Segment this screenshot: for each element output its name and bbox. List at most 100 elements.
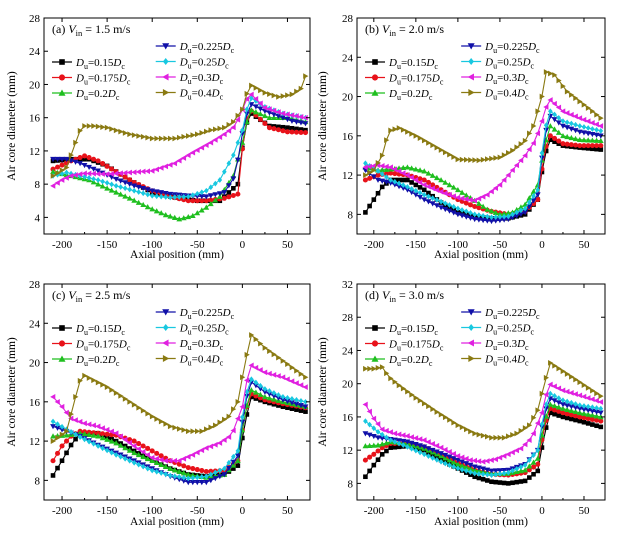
data-point bbox=[514, 209, 520, 216]
data-point bbox=[396, 382, 402, 389]
x-tick-label: -200 bbox=[364, 239, 385, 251]
data-point bbox=[154, 450, 160, 456]
data-point bbox=[400, 182, 406, 189]
data-point bbox=[208, 184, 214, 191]
data-point bbox=[54, 156, 61, 163]
data-point bbox=[425, 199, 432, 205]
data-point bbox=[221, 131, 227, 138]
data-point bbox=[271, 107, 277, 114]
data-point bbox=[189, 212, 196, 219]
data-point bbox=[429, 185, 435, 192]
y-tick-label: 20 bbox=[342, 92, 354, 104]
data-point bbox=[221, 472, 228, 478]
data-point bbox=[534, 420, 541, 427]
data-point bbox=[194, 449, 200, 456]
data-point bbox=[409, 185, 414, 192]
data-point bbox=[581, 415, 587, 421]
data-point bbox=[149, 413, 156, 420]
data-point bbox=[50, 394, 56, 400]
data-point bbox=[555, 404, 562, 410]
data-point bbox=[289, 395, 295, 402]
legend-item-0-225-label: Du=0.225Dc bbox=[179, 307, 235, 321]
data-point bbox=[485, 478, 490, 483]
data-point bbox=[266, 106, 272, 113]
data-point bbox=[597, 414, 604, 420]
data-point bbox=[518, 204, 524, 210]
data-point bbox=[417, 179, 423, 186]
data-point bbox=[514, 144, 520, 151]
data-point bbox=[289, 400, 295, 406]
data-point bbox=[99, 171, 105, 177]
data-point bbox=[144, 204, 151, 210]
data-point bbox=[387, 166, 394, 172]
data-point bbox=[50, 424, 56, 430]
data-point bbox=[560, 402, 566, 408]
data-point bbox=[244, 412, 250, 417]
data-point bbox=[163, 135, 169, 142]
data-point bbox=[280, 358, 286, 364]
data-point bbox=[577, 418, 583, 424]
data-point bbox=[375, 457, 381, 463]
data-point bbox=[370, 415, 377, 422]
data-point bbox=[104, 447, 110, 454]
legend-item-0-15-swatch-marker bbox=[59, 325, 65, 331]
data-point bbox=[176, 457, 182, 464]
data-point bbox=[162, 163, 169, 170]
data-point bbox=[226, 194, 232, 200]
y-tick-label: 16 bbox=[29, 397, 41, 409]
data-point bbox=[235, 112, 241, 119]
data-point bbox=[476, 212, 482, 218]
data-point bbox=[433, 449, 440, 455]
data-point bbox=[480, 466, 486, 472]
data-point bbox=[225, 127, 232, 134]
data-point bbox=[391, 430, 398, 437]
data-point bbox=[383, 179, 390, 185]
data-point bbox=[597, 410, 604, 416]
data-point bbox=[552, 135, 558, 141]
data-point bbox=[262, 386, 268, 392]
data-point bbox=[285, 405, 290, 411]
data-point bbox=[391, 182, 398, 188]
data-point bbox=[122, 174, 128, 180]
legend-item-0-225-swatch-marker bbox=[467, 309, 475, 316]
data-point bbox=[480, 212, 486, 219]
data-point bbox=[122, 395, 129, 402]
data-point bbox=[421, 444, 428, 450]
data-point bbox=[430, 195, 435, 202]
data-point bbox=[404, 172, 410, 178]
data-point bbox=[409, 391, 415, 398]
data-point bbox=[190, 198, 196, 204]
data-point bbox=[535, 186, 541, 193]
data-point bbox=[384, 174, 389, 180]
data-point bbox=[77, 377, 83, 384]
data-point bbox=[131, 459, 137, 466]
data-point bbox=[497, 454, 503, 461]
data-point bbox=[379, 364, 386, 370]
data-point bbox=[176, 157, 182, 164]
data-point bbox=[126, 439, 132, 446]
data-point bbox=[154, 135, 160, 142]
data-point bbox=[366, 408, 372, 415]
data-point bbox=[158, 193, 164, 200]
data-point bbox=[497, 434, 503, 441]
data-point bbox=[81, 420, 87, 427]
data-point bbox=[573, 142, 579, 148]
panel-c-title: (c) Vin = 2.5 m/s bbox=[52, 288, 131, 304]
panel-b-frame bbox=[356, 17, 606, 235]
data-point bbox=[531, 471, 536, 477]
data-point bbox=[235, 191, 241, 197]
data-point bbox=[113, 170, 119, 177]
panel-c-ylabel: Air core diameter (mm) bbox=[6, 337, 18, 447]
data-point bbox=[63, 409, 69, 416]
data-point bbox=[59, 177, 65, 183]
y-tick-label: 28 bbox=[342, 312, 354, 324]
data-point bbox=[91, 123, 97, 129]
data-point bbox=[122, 180, 129, 186]
data-point bbox=[434, 457, 440, 463]
data-point bbox=[153, 166, 160, 173]
data-point bbox=[543, 425, 549, 430]
legend-item-0-175-label: Du=0.175Dc bbox=[75, 339, 131, 353]
data-point bbox=[221, 437, 227, 443]
data-point bbox=[590, 108, 596, 115]
data-point bbox=[425, 183, 431, 190]
